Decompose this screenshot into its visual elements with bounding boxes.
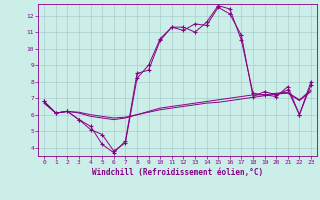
X-axis label: Windchill (Refroidissement éolien,°C): Windchill (Refroidissement éolien,°C) — [92, 168, 263, 177]
